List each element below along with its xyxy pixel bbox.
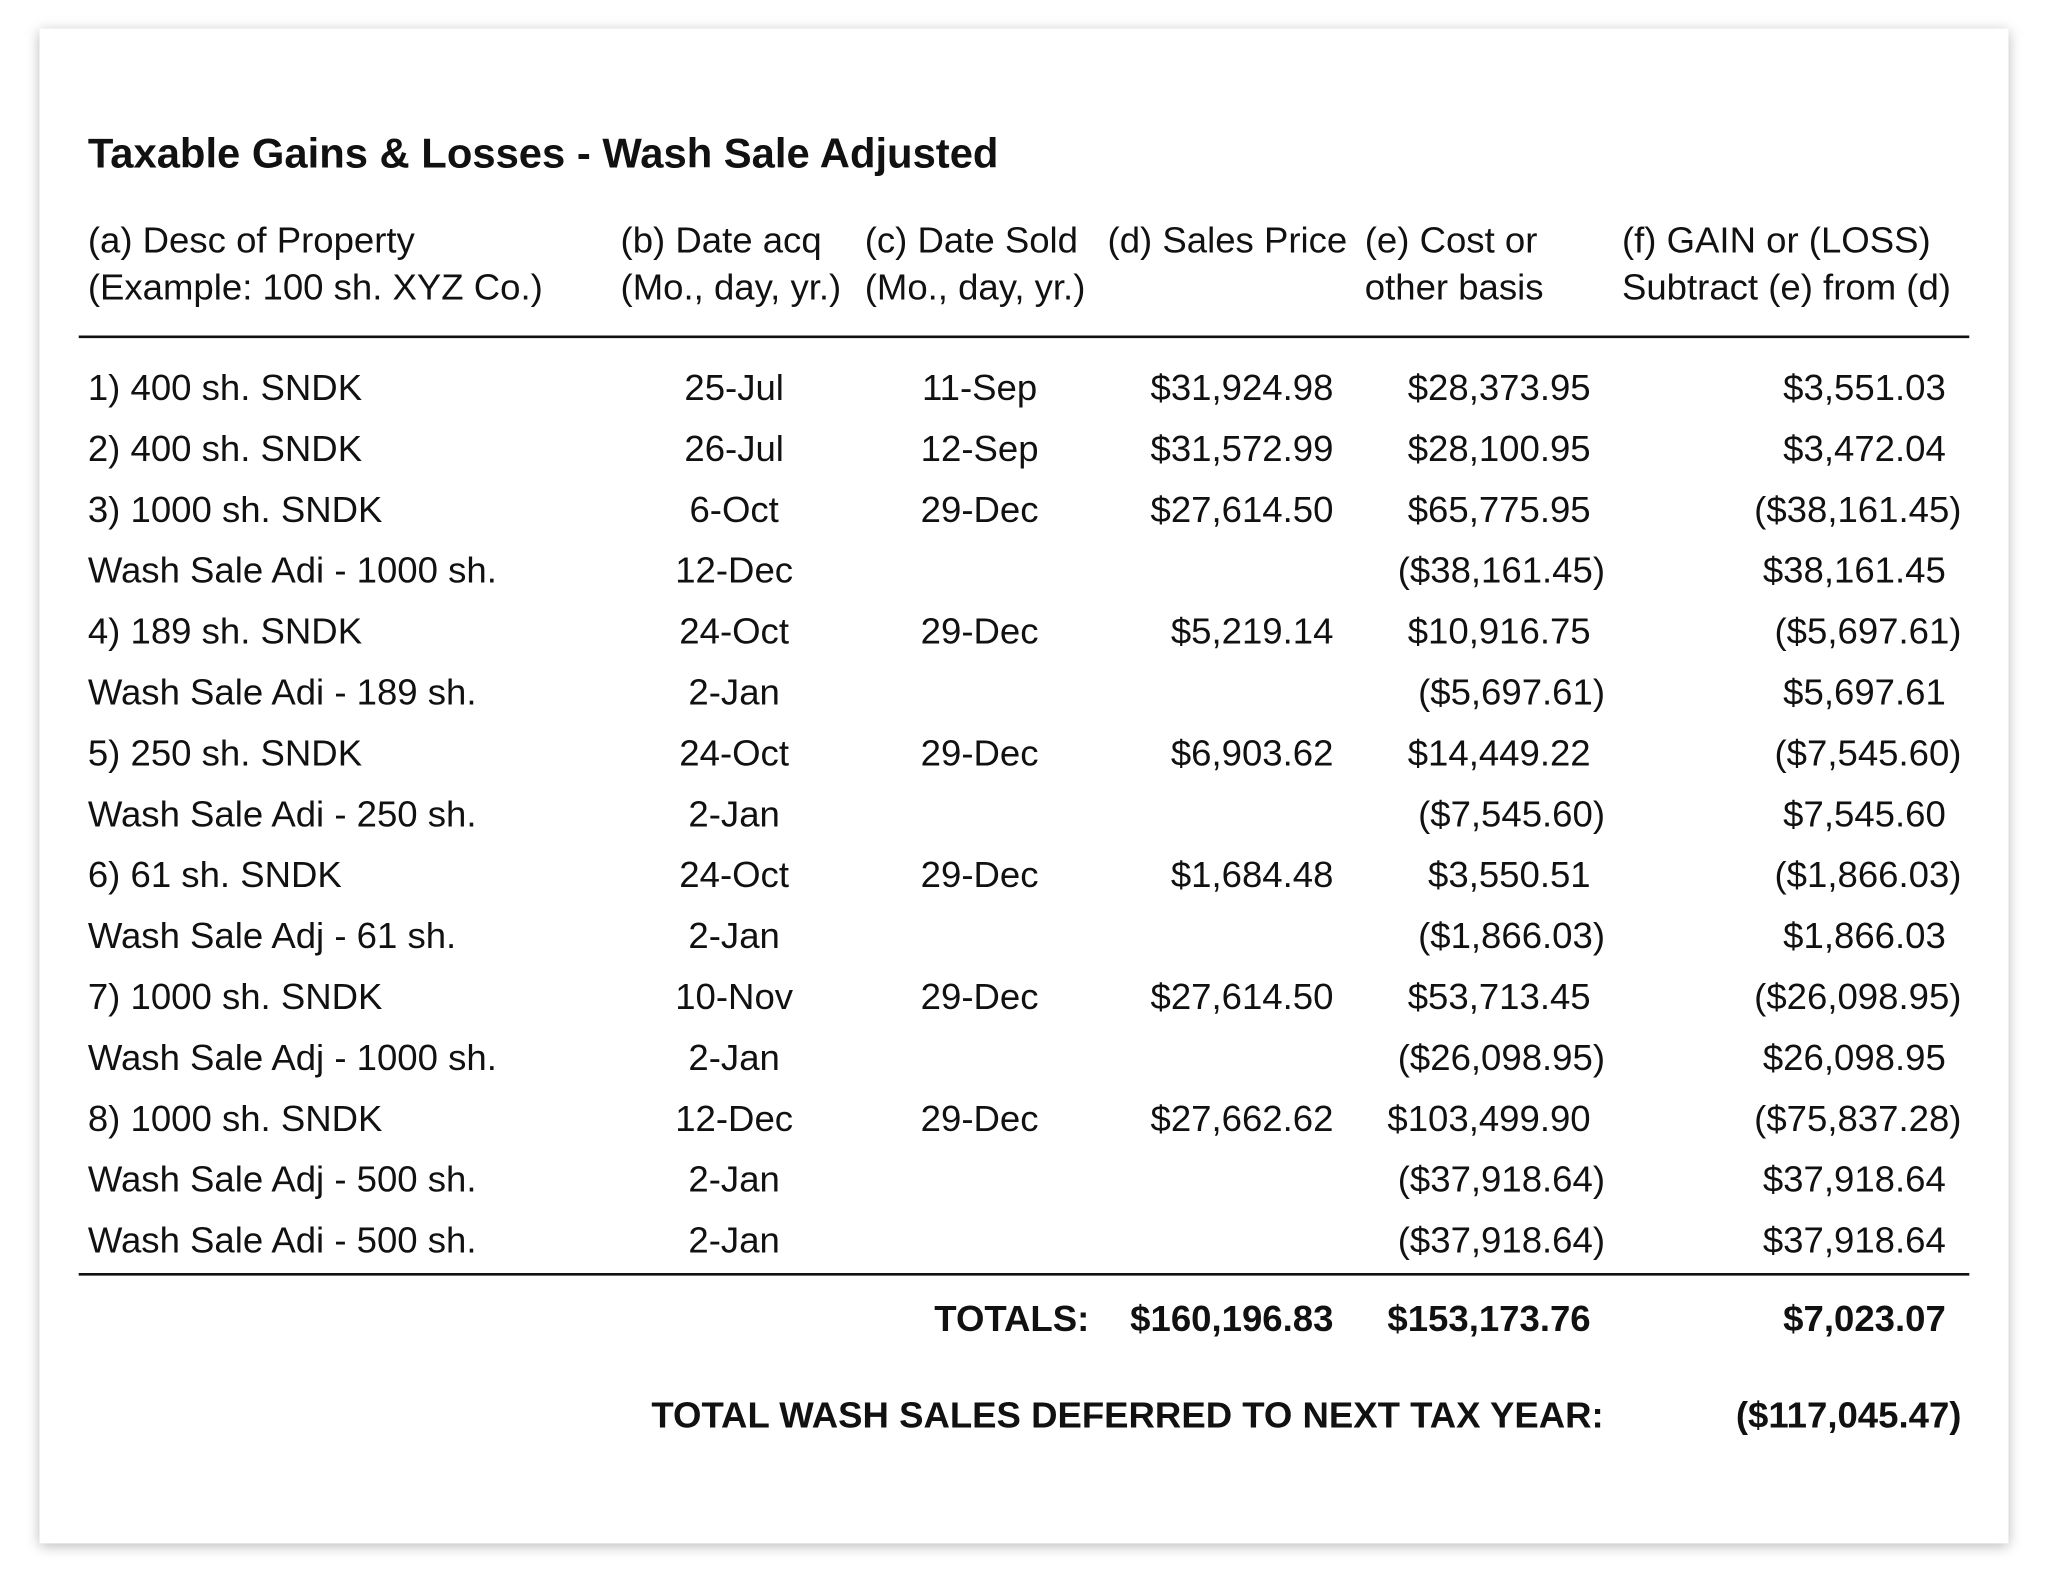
- cell: ($38,161.45): [1398, 550, 1605, 591]
- card: [39, 28, 2009, 1544]
- cell: ($26,098.95): [1398, 1037, 1605, 1078]
- cell: Wash Sale Adi - 250 sh.: [88, 793, 477, 834]
- cell: 2-Jan: [688, 1037, 779, 1078]
- cell: ($1,866.03): [1775, 854, 1962, 895]
- cell: 12-Dec: [675, 1098, 793, 1139]
- cell: $27,614.50: [1151, 489, 1334, 530]
- cell: $37,918.64: [1763, 1159, 1946, 1200]
- cell: ($7,545.60): [1775, 732, 1962, 773]
- cell: $3,472.04: [1783, 428, 1946, 469]
- cell: ($37,918.64): [1398, 1159, 1605, 1200]
- cell: ($37,918.64): [1398, 1220, 1605, 1261]
- cell: ($38,161.45): [1754, 489, 1961, 530]
- cell: 2-Jan: [688, 915, 779, 956]
- cell: $10,916.75: [1408, 611, 1591, 652]
- cell: 2-Jan: [688, 793, 779, 834]
- cell: $27,662.62: [1151, 1098, 1334, 1139]
- total-value: $160,196.83: [1130, 1298, 1333, 1339]
- totals-label: TOTALS:: [934, 1298, 1089, 1339]
- cell: 24-Oct: [679, 611, 789, 652]
- cell: 3) 1000 sh. SNDK: [88, 489, 383, 530]
- cell: ($5,697.61): [1418, 672, 1605, 713]
- cell: $103,499.90: [1387, 1098, 1590, 1139]
- total-value: $7,023.07: [1783, 1298, 1946, 1339]
- cell: 2-Jan: [688, 1159, 779, 1200]
- cell: 6) 61 sh. SNDK: [88, 854, 342, 895]
- cell: $31,572.99: [1151, 428, 1334, 469]
- cell: Wash Sale Adi - 1000 sh.: [88, 550, 497, 591]
- cell: $53,713.45: [1408, 976, 1591, 1017]
- cell: 29-Dec: [921, 854, 1039, 895]
- table: (a) Desc of Property (Example: 100 sh. XY…: [88, 220, 1962, 1436]
- cell: 2-Jan: [688, 672, 779, 713]
- column-header: Subtract (e) from (d): [1622, 267, 1951, 308]
- cell: $27,614.50: [1151, 976, 1334, 1017]
- cell: 25-Jul: [684, 367, 784, 408]
- cell: 4) 189 sh. SNDK: [88, 611, 362, 652]
- cell: $31,924.98: [1151, 367, 1334, 408]
- cell: $5,697.61: [1783, 672, 1946, 713]
- cell: 29-Dec: [921, 489, 1039, 530]
- cell: $3,551.03: [1783, 367, 1946, 408]
- deferred-value: ($117,045.47): [1736, 1395, 1962, 1436]
- cell: $1,866.03: [1783, 915, 1946, 956]
- cell: $65,775.95: [1408, 489, 1591, 530]
- cell: $6,903.62: [1171, 732, 1334, 773]
- cell: 26-Jul: [684, 428, 784, 469]
- cell: 12-Sep: [921, 428, 1039, 469]
- column-header: (f) GAIN or (LOSS): [1622, 220, 1931, 261]
- cell: 24-Oct: [679, 854, 789, 895]
- cell: $28,100.95: [1408, 428, 1591, 469]
- cell: 6-Oct: [689, 489, 778, 530]
- cell: $38,161.45: [1763, 550, 1946, 591]
- cell: Wash Sale Adj - 500 sh.: [88, 1159, 477, 1200]
- cell: $1,684.48: [1171, 854, 1334, 895]
- deferred-label: TOTAL WASH SALES DEFERRED TO NEXT TAX YE…: [651, 1395, 1603, 1436]
- column-header: (Example: 100 sh. XYZ Co.): [88, 267, 543, 308]
- cell: 29-Dec: [921, 611, 1039, 652]
- cell: Wash Sale Adi - 189 sh.: [88, 672, 477, 713]
- cell: ($1,866.03): [1418, 915, 1605, 956]
- column-header: (d) Sales Price: [1108, 220, 1348, 261]
- cell: $5,219.14: [1171, 611, 1334, 652]
- cell: 29-Dec: [921, 976, 1039, 1017]
- cell: 1) 400 sh. SNDK: [88, 367, 362, 408]
- cell: 11-Sep: [922, 367, 1037, 408]
- cell: $37,918.64: [1763, 1220, 1946, 1261]
- column-header: (Mo., day, yr.): [865, 267, 1086, 308]
- title: Taxable Gains & Losses - Wash Sale Adjus…: [88, 130, 999, 177]
- cell: ($26,098.95): [1754, 976, 1961, 1017]
- cell: 8) 1000 sh. SNDK: [88, 1098, 383, 1139]
- cell: 5) 250 sh. SNDK: [88, 732, 362, 773]
- total-value: $153,173.76: [1387, 1298, 1590, 1339]
- cell: ($5,697.61): [1775, 611, 1962, 652]
- cell: 29-Dec: [921, 1098, 1039, 1139]
- column-header: (c) Date Sold: [865, 220, 1078, 261]
- cell: Wash Sale Adi - 500 sh.: [88, 1220, 477, 1261]
- column-header: other basis: [1365, 267, 1544, 308]
- cell: Wash Sale Adj - 1000 sh.: [88, 1037, 497, 1078]
- column-header: (e) Cost or: [1365, 220, 1538, 261]
- column-header: (a) Desc of Property: [88, 220, 416, 261]
- cell: $28,373.95: [1408, 367, 1591, 408]
- cell: ($75,837.28): [1754, 1098, 1961, 1139]
- cell: $14,449.22: [1408, 732, 1591, 773]
- cell: $26,098.95: [1763, 1037, 1946, 1078]
- column-header: (b) Date acq: [621, 220, 822, 261]
- cell: $3,550.51: [1428, 854, 1591, 895]
- cell: 24-Oct: [679, 732, 789, 773]
- cell: 29-Dec: [921, 732, 1039, 773]
- column-header: (Mo., day, yr.): [621, 267, 842, 308]
- cell: 12-Dec: [675, 550, 793, 591]
- cell: 2) 400 sh. SNDK: [88, 428, 362, 469]
- cell: 2-Jan: [688, 1220, 779, 1261]
- cell: ($7,545.60): [1418, 793, 1605, 834]
- cell: 10-Nov: [675, 976, 794, 1017]
- cell: 7) 1000 sh. SNDK: [88, 976, 383, 1017]
- cell: $7,545.60: [1783, 793, 1946, 834]
- cell: Wash Sale Adj - 61 sh.: [88, 915, 456, 956]
